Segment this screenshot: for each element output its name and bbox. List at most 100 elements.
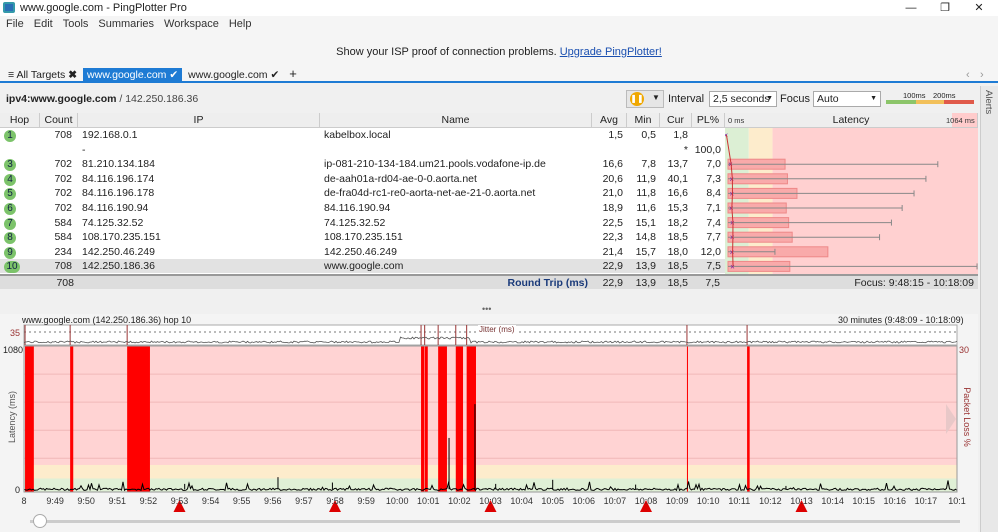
hop-row[interactable]: 7 584 74.125.32.52 74.125.32.52 22,5 15,1 18,2…: [0, 216, 725, 230]
cell-min: 7,8: [641, 158, 656, 171]
tab-google[interactable]: www.google.com ✔: [184, 68, 283, 82]
jitter-axis-tick: 35: [10, 328, 21, 338]
time-range-selector[interactable]: 30 minutes (9:48:09 - 10:18:09): [838, 315, 964, 325]
close-button[interactable]: ✕: [974, 2, 984, 14]
column-header-name[interactable]: Name: [320, 113, 592, 128]
hop-row[interactable]: 10 708 142.250.186.36 www.google.com 22,9 13,…: [0, 259, 725, 274]
cell-cur: 15,3: [667, 202, 688, 214]
cell-count: 708: [54, 260, 72, 273]
alerts-panel-toggle[interactable]: Alerts: [980, 86, 998, 532]
cell-count: 702: [54, 187, 72, 200]
hop-row[interactable]: - * 100,0: [0, 143, 725, 157]
column-header-ip[interactable]: IP: [78, 113, 320, 128]
hop-number: 1: [0, 128, 34, 142]
avg-marker: ×: [730, 248, 735, 257]
target-header: ipv4:www.google.com / 142.250.186.36 ❚❚ …: [0, 88, 978, 110]
jitter-label: Jitter (ms): [478, 325, 516, 334]
maximize-button[interactable]: ❐: [940, 2, 950, 14]
hop-row[interactable]: 5 702 84.116.196.178 de-fra04d-rc1-re0-aort…: [0, 186, 725, 201]
tab-scroll-right-icon[interactable]: ›: [980, 69, 984, 81]
round-trip-summary: 708 Round Trip (ms) 22,9 13,9 18,5 7,5 F…: [0, 274, 978, 289]
hop-number: 3: [0, 157, 34, 172]
check-icon: ✔: [270, 69, 280, 81]
cell-count: [40, 143, 72, 157]
menu-workspace[interactable]: Workspace: [164, 18, 219, 30]
cell-count: 708: [54, 129, 72, 141]
column-header-cur[interactable]: Cur: [660, 113, 692, 128]
column-header-min[interactable]: Min: [627, 113, 660, 128]
packet-loss-bar: [70, 346, 74, 492]
upgrade-banner: Show your ISP proof of connection proble…: [0, 34, 998, 68]
cell-name: www.google.com: [324, 260, 404, 273]
cell-count: 234: [54, 245, 72, 258]
menu-bar: File Edit Tools Summaries Workspace Help: [0, 16, 998, 34]
menu-edit[interactable]: Edit: [33, 18, 53, 30]
chevron-down-icon[interactable]: ▼: [652, 93, 660, 102]
hop-row[interactable]: 3 702 81.210.134.184 ip-081-210-134-184.um2…: [0, 157, 725, 172]
tab-google-active[interactable]: www.google.com ✔: [83, 68, 183, 82]
check-icon: ✔: [169, 69, 179, 81]
interval-select[interactable]: 2,5 seconds ▼: [709, 91, 777, 107]
menu-help[interactable]: Help: [228, 18, 252, 30]
tab-all-targets[interactable]: ≡ All Targets ✖: [8, 69, 78, 81]
pause-button[interactable]: ❚❚ ▼: [626, 90, 664, 108]
column-header-latency[interactable]: Latency: [725, 113, 978, 128]
menu-file[interactable]: File: [6, 18, 24, 30]
x-tick-label: 10:10: [696, 496, 720, 506]
hop-row[interactable]: 1 708 192.168.0.1 kabelbox.local 1,5 0,5 1,8: [0, 128, 725, 142]
hop-badge: 7: [4, 217, 16, 230]
splitter-handle[interactable]: •••: [482, 304, 492, 314]
cell-avg: 16,6: [602, 158, 623, 171]
column-header-count[interactable]: Count: [40, 113, 78, 128]
hop-number: 6: [0, 201, 34, 215]
packet-loss-bar: [438, 346, 447, 492]
y-axis-label: Latency (ms): [7, 391, 17, 444]
hop-table: Hop Count IP Name Avg Min Cur PL% Latency 0 ms 106…: [0, 113, 978, 289]
packet-loss-bar: [747, 346, 750, 492]
cell-min: 15,1: [635, 216, 656, 229]
pause-icon: ❚❚: [630, 92, 644, 106]
target-name: ipv4:www.google.com / 142.250.186.36: [6, 93, 199, 105]
cell-pl: 7,5: [706, 260, 721, 273]
cell-name: de-aah01a-rd04-ae-0-0.aorta.net: [324, 172, 477, 185]
tab-scroll-left-icon[interactable]: ‹: [966, 69, 970, 81]
tab-label: www.google.com: [87, 69, 167, 81]
cell-cur: 18,5: [667, 231, 688, 244]
hop-row[interactable]: 6 702 84.116.190.94 84.116.190.94 18,9 11,6 15…: [0, 201, 725, 215]
cell-ip: 142.250.46.249: [82, 245, 155, 258]
hop-row[interactable]: 8 584 108.170.235.151 108.170.235.151 22,3 14…: [0, 230, 725, 245]
upgrade-link[interactable]: Upgrade PingPlotter!: [559, 46, 662, 58]
time-marker-icon: [329, 500, 341, 512]
menu-tools[interactable]: Tools: [62, 18, 89, 30]
menu-summaries[interactable]: Summaries: [98, 18, 155, 30]
warn-latency-band: [24, 464, 957, 479]
cell-ip: 142.250.186.36: [82, 260, 155, 273]
cell-min: 15,7: [635, 245, 656, 258]
cell-cur: 40,1: [667, 172, 688, 185]
timeline-slider-thumb[interactable]: [33, 514, 47, 528]
y2-tick-max: 30: [959, 345, 970, 355]
x-tick-label: 10:09: [665, 496, 689, 506]
target-tabs: ≡ All Targets ✖ www.google.com ✔ www.goo…: [0, 66, 998, 83]
add-tab-button[interactable]: +: [289, 66, 297, 81]
cell-cur: 18,0: [667, 245, 688, 258]
y-tick-zero: 0: [15, 485, 21, 495]
hop-row[interactable]: 9 234 142.250.46.249 142.250.46.249 21,4 15,7…: [0, 245, 725, 259]
x-tick-label: 10:02: [448, 496, 471, 506]
close-icon[interactable]: ✖: [68, 69, 78, 81]
cell-pl: 7,0: [706, 158, 721, 171]
cell-cur: 1,8: [673, 129, 688, 141]
timeline-scrollbar[interactable]: [30, 520, 960, 523]
x-tick-label: 9:58: [326, 496, 344, 506]
summary-avg: 22,9: [602, 277, 623, 289]
focus-select[interactable]: Auto ▼: [813, 91, 881, 107]
cell-avg: 22,5: [602, 216, 623, 229]
hop-row[interactable]: 4 702 84.116.196.174 de-aah01a-rd04-ae-0-0.…: [0, 172, 725, 186]
column-header-hop[interactable]: Hop: [0, 113, 40, 128]
column-header-avg[interactable]: Avg: [592, 113, 627, 128]
hop-badge: 6: [4, 203, 16, 215]
column-header-pl[interactable]: PL%: [692, 113, 725, 128]
x-tick-label: 9:53: [170, 496, 189, 506]
summary-label: Round Trip (ms): [507, 277, 589, 289]
minimize-button[interactable]: —: [905, 2, 917, 14]
